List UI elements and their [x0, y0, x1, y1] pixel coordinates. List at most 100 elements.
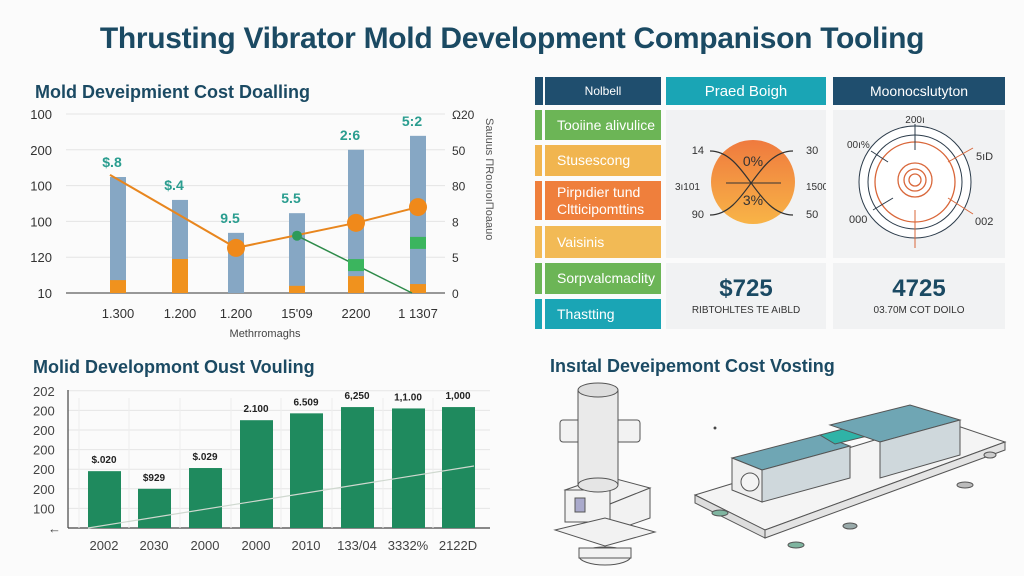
crossing-circle-diagram: 0% 3% 14 3ı101 90 30 1500 50	[675, 140, 829, 224]
y-tick: 200	[33, 443, 55, 458]
y-tick: 200	[33, 462, 55, 477]
x-tick: 2030	[140, 538, 169, 553]
x-tick: 2000	[191, 538, 220, 553]
green-square-marker	[348, 259, 364, 272]
y-tick-right: Ω20	[452, 108, 475, 122]
stat2-caption: 03.70M COT DOILO	[873, 305, 965, 316]
svg-text:00ı%: 00ı%	[847, 140, 870, 151]
row-strip	[535, 263, 542, 294]
x-tick: 2010	[292, 538, 321, 553]
orange-circle	[711, 140, 795, 224]
illustration-title: Insıtal Deveipemont Cost Vosting	[550, 356, 835, 376]
y-tick-right: 80	[452, 180, 466, 194]
chart2-title: Molid Developmont Oust Vouling	[33, 357, 315, 377]
svg-text:000: 000	[849, 214, 867, 226]
circle-panel: 0% 3% 14 3ı101 90 30 1500 50	[666, 110, 829, 258]
bar-label: 1,1.00	[394, 392, 422, 403]
bar	[88, 471, 121, 528]
green-marker	[292, 230, 302, 241]
header-col3: Moonocslutyton	[833, 77, 1005, 105]
header-col1: Nolbell	[545, 77, 661, 105]
row-strip	[535, 110, 542, 140]
orange-marker	[409, 198, 427, 217]
x-tick: 1.200	[220, 306, 253, 321]
mold-illustration	[553, 382, 1007, 566]
y-tick-right: 0	[452, 287, 459, 301]
stat1-panel: $725 RIBTOHLTES TE AıBLD	[666, 263, 826, 329]
target-diagram: 200ı 00ı% 5ıD 000 002	[847, 115, 993, 248]
svg-text:14: 14	[692, 145, 704, 157]
bar-bottom-segment	[410, 284, 426, 293]
bar-label: 5.5	[281, 190, 301, 206]
center-bottom-label: 3%	[743, 192, 763, 208]
x-tick: 133/04	[337, 538, 377, 553]
x-tick: 1 1307	[398, 306, 438, 321]
bar	[189, 468, 222, 528]
bar-label: 2.100	[243, 404, 268, 415]
row-strip	[535, 299, 542, 329]
x-tick: 1.300	[102, 306, 135, 321]
y-tick-left: 100	[30, 107, 52, 122]
row-label: Stusescong	[545, 145, 661, 176]
row-strip	[535, 226, 542, 258]
row-label: Thastting	[545, 299, 661, 329]
bar-label: 5:2	[402, 113, 422, 129]
orange-marker	[227, 238, 245, 257]
bar-label: 6,250	[344, 391, 369, 402]
trend-line	[87, 465, 475, 529]
page-title: Thrusting Vibrator Mold Development Comp…	[99, 22, 925, 55]
y-tick: 200	[33, 403, 55, 418]
row-label: Tooiine alivulice	[545, 110, 661, 140]
bar	[290, 413, 323, 528]
target-panel: 200ı 00ı% 5ıD 000 002	[833, 110, 1005, 258]
svg-text:90: 90	[692, 209, 704, 221]
row-label: Pirpıdier tund Cltticipomttins	[545, 181, 661, 220]
bar	[289, 213, 305, 293]
bar-bottom-segment	[289, 285, 305, 293]
bar-bottom-segment	[172, 258, 188, 293]
svg-text:002: 002	[975, 216, 993, 228]
x-tick: 2200	[342, 306, 371, 321]
svg-text:5ıD: 5ıD	[976, 151, 993, 163]
row-strip	[535, 145, 542, 176]
y-tick: 100	[33, 501, 55, 516]
bar	[110, 177, 126, 293]
stat2-panel: 4725 03.70M COT DOILO	[833, 263, 1005, 329]
y-tick-left: 120	[30, 250, 52, 265]
row-label: Vaisinis	[545, 226, 661, 258]
bar-label: 9.5	[220, 210, 240, 226]
bar	[240, 420, 273, 528]
x-axis-label: Methrromaghs	[230, 328, 301, 340]
header-col2: Praed Boigh	[666, 77, 826, 105]
y-tick-left: 10	[38, 286, 52, 301]
green-square-marker	[410, 236, 426, 249]
bar	[138, 488, 171, 528]
horizontal-mold-block-icon	[693, 404, 1007, 549]
y-tick-right: 8	[452, 215, 459, 229]
y-tick: 200	[33, 482, 55, 497]
x-tick: 2000	[242, 538, 271, 553]
bar-label: $.4	[164, 177, 184, 193]
y-tick: 200	[33, 423, 55, 438]
vertical-mold-part-icon	[553, 382, 657, 566]
y-tick: 202	[33, 384, 55, 399]
orange-marker	[347, 213, 365, 232]
svg-text:1500: 1500	[806, 182, 826, 193]
y-tick-right: 50	[452, 144, 466, 158]
stat1-caption: RIBTOHLTES TE AıBLD	[691, 305, 801, 316]
y-tick-left: 100	[30, 214, 52, 229]
x-tick: 2002	[90, 538, 119, 553]
svg-text:50: 50	[806, 209, 818, 221]
row-strip	[535, 181, 542, 220]
bar	[392, 408, 425, 528]
svg-text:200ı: 200ı	[905, 115, 924, 126]
y-tick-left: 200	[30, 143, 52, 158]
y-axis-label-right: Sauuus ΠRoıoıoıΠoaauo	[483, 118, 495, 240]
bar-label: 1,000	[445, 391, 470, 402]
bar-bottom-segment	[348, 276, 364, 293]
stat1-value: $725	[719, 275, 773, 302]
x-tick: 15'09	[281, 306, 312, 321]
x-tick: 1.200	[164, 306, 197, 321]
svg-text:30: 30	[806, 145, 818, 157]
header-strip	[535, 77, 543, 105]
